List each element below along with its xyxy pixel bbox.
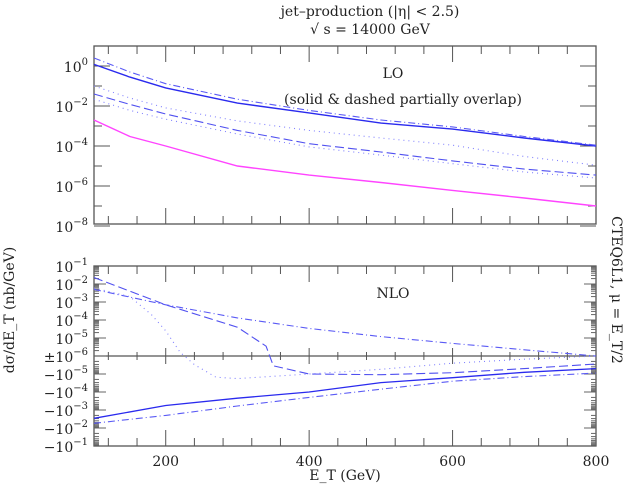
y-tick-label: 10−4 [55, 311, 88, 330]
y-tick-label: 10−3 [55, 293, 88, 312]
y-tick-label: 10−2 [55, 275, 88, 294]
y-tick-label: 100 [64, 57, 88, 76]
lo-series-line-5 [93, 119, 597, 207]
right-axis-label: CTEQ6L1, μ = E_T/2 [608, 216, 624, 364]
x-tick-label: 800 [583, 454, 610, 470]
chart-title: jet–production (|η| < 2.5) [279, 4, 460, 20]
lo-annotation: LO [383, 66, 404, 82]
x-tick-label: 600 [439, 454, 466, 470]
y-tick-label: ±10−6 [44, 347, 88, 366]
y-tick-label: −10−5 [44, 365, 88, 384]
lo-series-line-2 [93, 85, 597, 166]
nlo-series-line-3 [93, 367, 597, 419]
y-tick-label: −10−3 [44, 401, 88, 420]
y-tick-label: 10−2 [55, 97, 88, 116]
y-tick-label: 10−1 [55, 257, 88, 276]
panel-frame-lo [93, 45, 597, 225]
nlo-series-line-0 [93, 276, 597, 376]
nlo-annotation: NLO [376, 286, 409, 302]
lo-series-line-4 [93, 98, 597, 179]
x-tick-label: 200 [152, 454, 179, 470]
y-tick-label: 10−4 [55, 137, 88, 156]
y-tick-label: −10−2 [44, 419, 88, 438]
y-tick-label: −10−1 [44, 437, 88, 456]
chart-subtitle: √ s = 14000 GeV [310, 22, 431, 38]
x-tick-label: 400 [296, 454, 323, 470]
y-tick-label: 10−5 [55, 329, 88, 348]
x-axis-label: E_T (GeV) [309, 468, 381, 484]
lo-series-line-0 [93, 63, 597, 147]
y-axis-label: dσ/dE_T (nb/GeV) [2, 247, 18, 373]
y-tick-label: 10−8 [55, 217, 88, 236]
nlo-series-line-4 [93, 372, 597, 424]
nlo-series-line-2 [93, 287, 597, 380]
y-tick-label: −10−4 [44, 383, 88, 402]
lo-annotation-note: (solid & dashed partially overlap) [284, 92, 522, 108]
nlo-series-line-1 [93, 288, 597, 357]
y-tick-label: 10−6 [55, 177, 88, 196]
